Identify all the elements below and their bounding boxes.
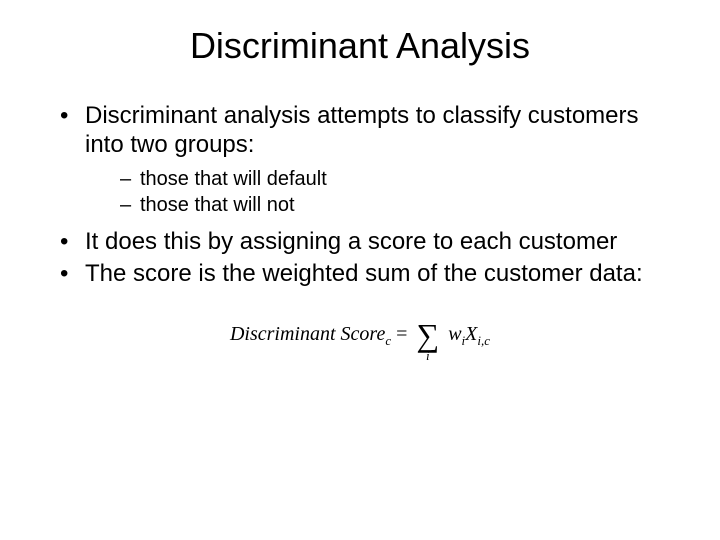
slide-title: Discriminant Analysis (40, 25, 680, 67)
formula-lhs-label: Discriminant Score (230, 323, 385, 345)
var-X: X (465, 323, 477, 345)
bullet-item: The score is the weighted sum of the cus… (55, 260, 680, 289)
sub-bullet-item: those that will default (115, 166, 680, 192)
bullet-text: It does this by assigning a score to eac… (85, 228, 617, 255)
summation-symbol: ∑ i (416, 319, 439, 352)
main-bullet-list: Discriminant analysis attempts to classi… (40, 102, 680, 289)
sub-bullet-list: those that will default those that will … (85, 166, 680, 218)
var-w: w (448, 323, 461, 345)
sum-index: i (426, 348, 430, 364)
bullet-item: It does this by assigning a score to eac… (55, 228, 680, 257)
formula-equals: = (396, 323, 412, 345)
sub-bullet-item: those that will not (115, 192, 680, 218)
bullet-item: Discriminant analysis attempts to classi… (55, 102, 680, 218)
formula-lhs-sub: c (385, 333, 391, 348)
formula: Discriminant Scorec = ∑ i wiXi,c (40, 319, 680, 352)
var-X-sub: i,c (477, 333, 490, 348)
formula-rhs: wiXi,c (448, 323, 490, 345)
bullet-text: Discriminant analysis attempts to classi… (85, 102, 639, 158)
bullet-text: The score is the weighted sum of the cus… (85, 260, 643, 287)
